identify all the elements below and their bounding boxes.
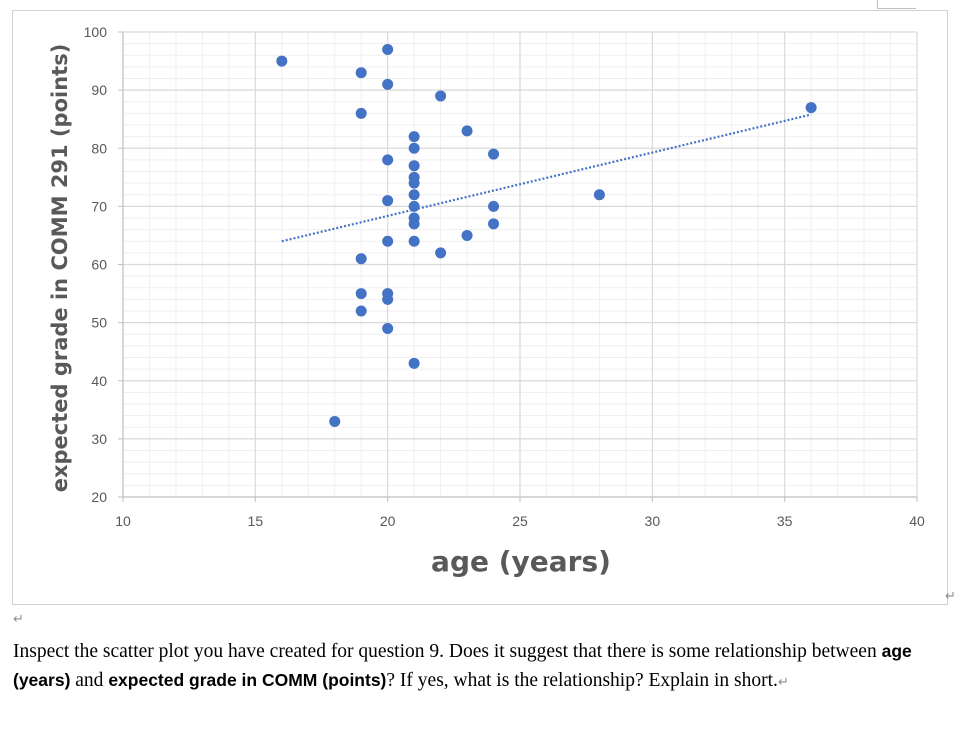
data-point (805, 102, 817, 114)
axes (118, 31, 918, 502)
return-mark-empty-line: ↵ (13, 612, 24, 627)
data-point (329, 415, 341, 427)
y-tick-label: 70 (91, 198, 107, 214)
y-tick-label: 100 (84, 24, 108, 40)
data-point (355, 288, 367, 300)
data-point (382, 78, 394, 90)
data-point (382, 154, 394, 166)
x-tick-label: 40 (909, 513, 925, 529)
scatter-chart: 10 15 20 25 30 35 40 20 30 40 50 60 70 80 90 100 expect… (48, 24, 925, 578)
data-points (276, 43, 817, 427)
y-tick-label: 30 (91, 431, 107, 447)
data-point (488, 200, 500, 212)
data-point (408, 357, 420, 369)
x-axis-title: age (years) (431, 545, 611, 578)
question-bold-age: age (years) (13, 641, 912, 690)
y-tick-label: 20 (91, 489, 107, 505)
y-tick-label: 50 (91, 315, 107, 331)
data-point (488, 218, 500, 230)
data-point (408, 189, 420, 201)
data-point (382, 235, 394, 247)
y-tick-label: 80 (91, 140, 107, 156)
data-point (408, 131, 420, 143)
data-point (276, 55, 288, 67)
x-tick-label: 10 (115, 513, 131, 529)
x-tick-label: 20 (380, 513, 396, 529)
data-point (382, 322, 394, 334)
data-point (382, 293, 394, 305)
data-point (408, 235, 420, 247)
data-point (461, 229, 473, 241)
data-point (355, 107, 367, 119)
data-point (408, 160, 420, 172)
gridlines (123, 31, 918, 497)
data-point (382, 43, 394, 55)
return-mark-right: ↵ (945, 589, 956, 604)
trendline (281, 113, 812, 243)
x-tick-label: 35 (777, 513, 793, 529)
y-axis-title: expected grade in COMM 291 (points) (48, 44, 72, 493)
question-text-3: ? If yes, what is the relationship? Expl… (386, 670, 778, 691)
data-point (488, 148, 500, 160)
question-paragraph: Inspect the scatter plot you have create… (13, 637, 913, 697)
data-point (408, 200, 420, 212)
question-text-1: Inspect the scatter plot you have create… (13, 641, 882, 662)
data-point (408, 142, 420, 154)
x-tick-label: 30 (645, 513, 661, 529)
x-tick-label: 25 (512, 513, 528, 529)
x-tick-label: 15 (248, 513, 264, 529)
y-tick-label: 90 (91, 82, 107, 98)
question-bold-grade: expected grade in COMM (points) (108, 670, 387, 690)
data-point (408, 177, 420, 189)
y-tick-label: 40 (91, 373, 107, 389)
page-corner-mark (877, 0, 916, 9)
data-point (435, 90, 447, 102)
chart-container[interactable]: 10 15 20 25 30 35 40 20 30 40 50 60 70 80 90 100 expect… (12, 10, 948, 605)
data-point (408, 218, 420, 230)
data-point (435, 247, 447, 259)
data-point (461, 125, 473, 137)
data-point (355, 305, 367, 317)
data-point (593, 189, 605, 201)
data-point (355, 253, 367, 265)
data-point (382, 195, 394, 207)
question-text-2: and (70, 670, 109, 691)
data-point (355, 67, 367, 79)
trendline-layer (281, 113, 812, 243)
tick-labels: 10 15 20 25 30 35 40 20 30 40 50 60 70 80 90 100 (84, 24, 925, 529)
return-mark-question: ↵ (777, 675, 789, 690)
y-tick-label: 60 (91, 257, 107, 273)
